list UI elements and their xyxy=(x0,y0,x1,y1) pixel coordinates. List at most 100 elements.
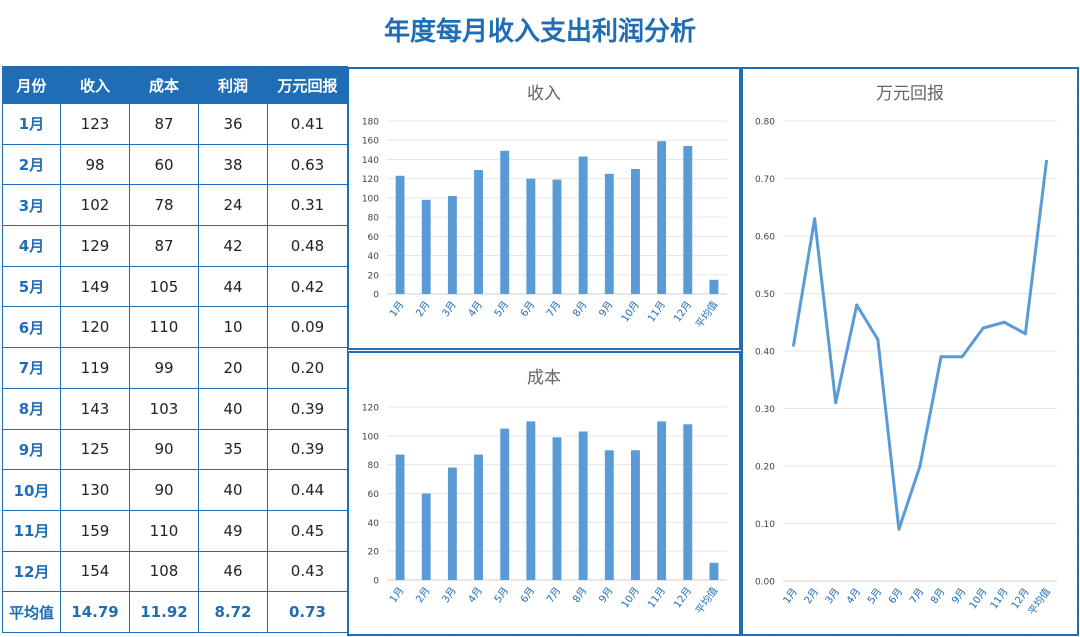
y-tick-label: 20 xyxy=(368,548,380,558)
data-point xyxy=(876,338,880,341)
profit-cell: 38 xyxy=(198,143,268,186)
x-tick-label: 2月 xyxy=(802,586,821,606)
table-row: 8月 143 103 40 0.39 xyxy=(2,387,348,430)
table-row: 1月 123 87 36 0.41 xyxy=(2,103,348,145)
profit-cell: 35 xyxy=(198,428,268,471)
x-tick-label: 12月 xyxy=(671,299,694,325)
month-cell: 12月 xyxy=(2,550,61,593)
x-tick-label: 4月 xyxy=(466,299,485,319)
bar xyxy=(395,175,405,294)
table-row: 6月 120 110 10 0.09 xyxy=(2,306,348,349)
cost-cell: 78 xyxy=(129,184,199,227)
x-tick-label: 10月 xyxy=(967,586,990,612)
month-cell: 11月 xyxy=(2,509,61,552)
header-return: 万元回报 xyxy=(267,66,348,104)
profit-cell: 40 xyxy=(198,387,268,430)
x-tick-label: 3月 xyxy=(440,299,459,319)
table-row: 2月 98 60 38 0.63 xyxy=(2,143,348,186)
series-line xyxy=(792,161,1048,531)
income-bar-chart: 0 20 40 60 80 100 120 140 160 180 1月 2月 3月 4月 5月 6月 7月 8月… xyxy=(362,118,727,330)
table-row: 4月 129 87 42 0.48 xyxy=(2,225,348,267)
data-point xyxy=(981,326,985,330)
y-tick-label: 0.50 xyxy=(755,290,775,300)
cost-cell: 105 xyxy=(129,265,199,308)
data-point xyxy=(813,217,817,221)
x-tick-label: 9月 xyxy=(597,585,616,605)
income-cell: 123 xyxy=(60,103,130,145)
header-profit: 利润 xyxy=(198,66,268,104)
x-tick-label: 10月 xyxy=(619,585,642,611)
y-tick-label: 160 xyxy=(362,137,379,147)
return-line-chart: 0.00 0.10 0.20 0.30 0.40 0.50 0.60 0.70 0.80 1月 2月… xyxy=(755,118,1057,617)
x-tick-label: 3月 xyxy=(823,586,842,606)
return-cell: 0.45 xyxy=(267,509,348,552)
average-profit-cell: 8.72 xyxy=(198,591,268,633)
x-tick-label: 1月 xyxy=(781,586,800,606)
y-tick-label: 60 xyxy=(368,490,380,500)
income-chart-panel: 收入 0 20 40 60 80 100 120 140 160 180 1月 2月 3月 4月 5月 6月 7… xyxy=(347,67,741,350)
x-tick-label: 8月 xyxy=(928,586,947,606)
header-month: 月份 xyxy=(2,66,61,104)
cost-cell: 87 xyxy=(129,225,199,267)
bar xyxy=(474,454,483,580)
bar xyxy=(474,170,483,294)
x-tick-label: 5月 xyxy=(492,585,511,605)
profit-cell: 36 xyxy=(198,103,268,145)
income-cell: 154 xyxy=(60,550,130,593)
x-tick-label: 8月 xyxy=(570,585,589,605)
x-tick-label: 平均值 xyxy=(693,298,721,330)
cost-cell: 90 xyxy=(129,469,199,511)
y-tick-label: 0.00 xyxy=(755,578,775,588)
income-cell: 119 xyxy=(60,347,130,389)
income-cell: 149 xyxy=(60,265,130,308)
data-point xyxy=(834,401,838,405)
y-tick-label: 120 xyxy=(362,175,379,185)
x-tick-label: 11月 xyxy=(645,299,668,325)
cost-cell: 110 xyxy=(129,509,199,552)
y-tick-label: 0.80 xyxy=(755,118,775,128)
bar xyxy=(683,424,693,580)
cost-cell: 108 xyxy=(129,550,199,593)
x-tick-label: 4月 xyxy=(844,586,863,606)
x-tick-label: 7月 xyxy=(907,586,926,606)
bar xyxy=(447,195,457,294)
bar xyxy=(447,467,457,580)
profit-cell: 49 xyxy=(198,509,268,552)
data-point xyxy=(960,355,964,359)
return-cell: 0.09 xyxy=(267,306,348,349)
data-point xyxy=(939,355,943,359)
y-tick-label: 100 xyxy=(362,432,379,442)
return-cell: 0.41 xyxy=(267,103,348,145)
bar xyxy=(552,437,562,580)
profit-cell: 20 xyxy=(198,347,268,389)
income-cell: 143 xyxy=(60,387,130,430)
bar xyxy=(578,431,588,580)
return-cell: 0.63 xyxy=(267,143,348,186)
cost-cell: 90 xyxy=(129,428,199,471)
month-cell: 4月 xyxy=(2,225,61,267)
header-cost: 成本 xyxy=(129,66,199,104)
month-cell: 3月 xyxy=(2,184,61,227)
y-tick-label: 120 xyxy=(362,404,379,414)
average-income-cell: 14.79 xyxy=(60,591,130,633)
average-row: 平均值 14.79 11.92 8.72 0.73 xyxy=(2,591,348,633)
y-tick-label: 0 xyxy=(373,291,379,301)
cost-bar-chart: 0 20 40 60 80 100 120 1月 2月 3月 4月 5月 6月 7月 8月 9月 10月 11月 1… xyxy=(362,404,727,616)
bar xyxy=(500,150,510,294)
income-cell: 130 xyxy=(60,469,130,511)
table-row: 12月 154 108 46 0.43 xyxy=(2,550,348,593)
return-cell: 0.31 xyxy=(267,184,348,227)
return-cell: 0.39 xyxy=(267,428,348,471)
month-cell: 7月 xyxy=(2,347,61,389)
x-tick-label: 5月 xyxy=(865,586,884,606)
y-tick-label: 80 xyxy=(368,461,380,471)
page-title: 年度每月收入支出利润分析 xyxy=(0,0,1080,64)
profit-cell: 46 xyxy=(198,550,268,593)
data-point xyxy=(792,343,796,347)
table-row: 3月 102 78 24 0.31 xyxy=(2,184,348,227)
income-cell: 129 xyxy=(60,225,130,267)
cost-cell: 103 xyxy=(129,387,199,430)
x-tick-label: 9月 xyxy=(949,586,968,606)
return-cell: 0.20 xyxy=(267,347,348,389)
bar xyxy=(631,450,640,580)
